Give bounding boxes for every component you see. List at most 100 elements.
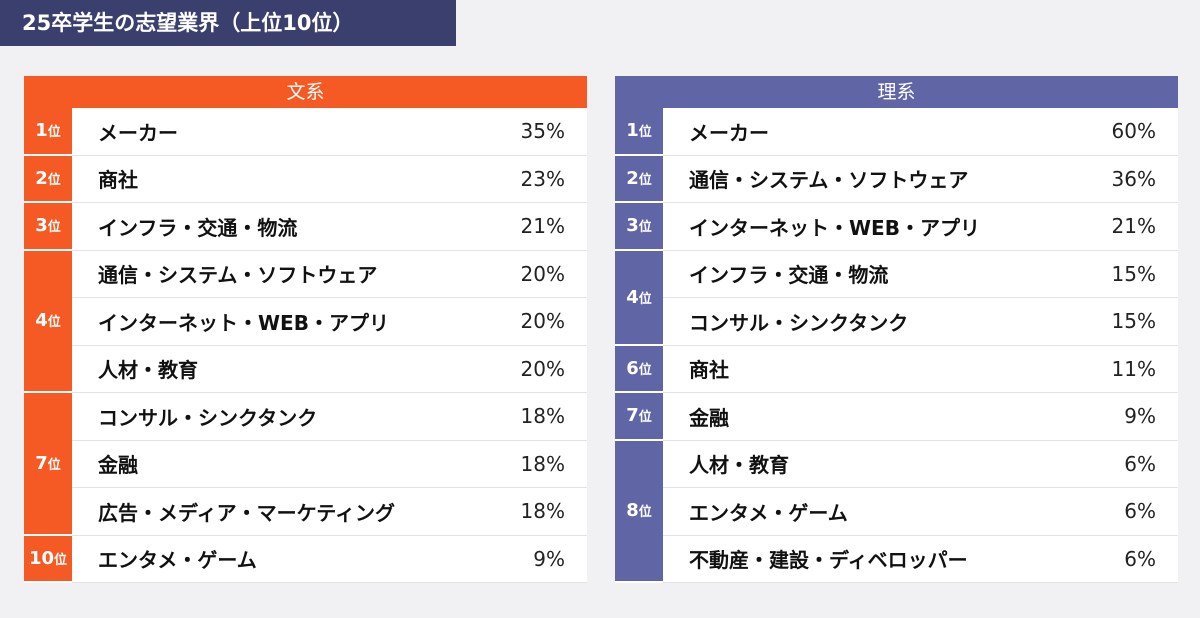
rank-group: 1 位 メーカー 35% xyxy=(24,108,587,156)
industry-row: 商社 23% xyxy=(72,156,587,203)
industry-row: インフラ・交通・物流 15% xyxy=(663,251,1178,298)
industry-name: 人材・教育 xyxy=(98,358,198,383)
rank-group: 3 位 インフラ・交通・物流 21% xyxy=(24,203,587,251)
industry-row: メーカー 35% xyxy=(72,108,587,156)
industry-percentage: 11% xyxy=(1111,356,1156,381)
rank-suffix: 位 xyxy=(638,125,652,141)
rank-suffix: 位 xyxy=(638,172,652,188)
industry-name: 不動産・建設・ディベロッパー xyxy=(689,548,968,573)
industry-row: エンタメ・ゲーム 9% xyxy=(72,536,587,583)
industry-row: 不動産・建設・ディベロッパー 6% xyxy=(663,536,1178,583)
industry-name: 広告・メディア・マーケティング xyxy=(98,500,395,525)
industry-name: 通信・システム・ソフトウェア xyxy=(689,168,969,193)
rank-group: 3 位 インターネット・WEB・アプリ 21% xyxy=(615,203,1178,251)
industry-percentage: 6% xyxy=(1124,546,1156,571)
rank-suffix: 位 xyxy=(47,125,61,141)
rank-rows: メーカー 35% xyxy=(72,108,587,156)
industry-percentage: 20% xyxy=(520,356,565,381)
rank-badge: 10 位 xyxy=(24,535,72,583)
industry-percentage: 20% xyxy=(520,261,565,286)
rank-number: 2 xyxy=(626,167,639,189)
rank-group: 2 位 通信・システム・ソフトウェア 36% xyxy=(615,155,1178,203)
rank-number: 7 xyxy=(35,452,48,474)
industry-name: インターネット・WEB・アプリ xyxy=(98,310,389,335)
industry-row: エンタメ・ゲーム 6% xyxy=(663,488,1178,536)
industry-name: 通信・システム・ソフトウェア xyxy=(98,263,378,288)
industry-row: インターネット・WEB・アプリ 21% xyxy=(663,203,1178,251)
industry-percentage: 15% xyxy=(1111,261,1156,286)
rikei-header: 理系 xyxy=(615,76,1178,108)
rank-group: 1 位 メーカー 60% xyxy=(615,108,1178,156)
rank-number: 3 xyxy=(626,215,639,237)
industry-percentage: 18% xyxy=(520,404,565,429)
industry-percentage: 9% xyxy=(1124,404,1156,429)
industry-name: 金融 xyxy=(98,453,138,478)
industry-row: 広告・メディア・マーケティング 18% xyxy=(72,488,587,536)
rank-number: 1 xyxy=(35,120,48,142)
rank-number: 4 xyxy=(35,310,48,332)
rank-group: 7 位 コンサル・シンクタンク 18% 金融 18% 広告・メディア・マーケティング 18% xyxy=(24,393,587,536)
industry-name: メーカー xyxy=(689,120,769,145)
industry-row: 商社 11% xyxy=(663,346,1178,393)
industry-row: メーカー 60% xyxy=(663,108,1178,156)
industry-percentage: 35% xyxy=(520,119,565,144)
industry-name: 商社 xyxy=(689,358,729,383)
industry-percentage: 18% xyxy=(520,499,565,524)
industry-percentage: 15% xyxy=(1111,309,1156,334)
rank-rows: 人材・教育 6% エンタメ・ゲーム 6% 不動産・建設・ディベロッパー 6% xyxy=(663,440,1178,583)
rank-suffix: 位 xyxy=(638,505,652,521)
bunkei-header: 文系 xyxy=(24,76,587,108)
industry-percentage: 21% xyxy=(520,214,565,239)
rank-rows: コンサル・シンクタンク 18% 金融 18% 広告・メディア・マーケティング 18% xyxy=(72,393,587,536)
rank-rows: 通信・システム・ソフトウェア 20% インターネット・WEB・アプリ 20% 人材・教育… xyxy=(72,250,587,393)
industry-name: 金融 xyxy=(689,405,729,430)
rank-rows: 商社 23% xyxy=(72,155,587,203)
rank-group: 2 位 商社 23% xyxy=(24,155,587,203)
rank-number: 1 xyxy=(626,120,639,142)
rank-suffix: 位 xyxy=(638,362,652,378)
industry-row: 人材・教育 6% xyxy=(663,441,1178,488)
rank-number: 10 xyxy=(28,547,55,569)
industry-name: インターネット・WEB・アプリ xyxy=(689,215,980,240)
industry-row: インターネット・WEB・アプリ 20% xyxy=(72,298,587,346)
rank-suffix: 位 xyxy=(638,291,652,307)
industry-percentage: 6% xyxy=(1124,499,1156,524)
rank-number: 7 xyxy=(626,405,639,427)
rank-group: 4 位 インフラ・交通・物流 15% コンサル・シンクタンク 15% xyxy=(615,250,1178,346)
industry-row: 金融 18% xyxy=(72,441,587,488)
rank-number: 4 xyxy=(626,286,639,308)
rank-rows: メーカー 60% xyxy=(663,108,1178,156)
industry-row: コンサル・シンクタンク 18% xyxy=(72,393,587,441)
industry-percentage: 18% xyxy=(520,451,565,476)
rank-suffix: 位 xyxy=(47,220,61,236)
page-title: 25卒学生の志望業界（上位10位） xyxy=(0,0,456,46)
industry-row: インフラ・交通・物流 21% xyxy=(72,203,587,251)
industry-row: 通信・システム・ソフトウェア 20% xyxy=(72,251,587,298)
industry-percentage: 6% xyxy=(1124,451,1156,476)
industry-name: インフラ・交通・物流 xyxy=(98,215,298,240)
industry-row: 金融 9% xyxy=(663,393,1178,441)
rank-rows: インターネット・WEB・アプリ 21% xyxy=(663,203,1178,251)
rank-group: 4 位通信・システム・ソフトウェア 20% インターネット・WEB・アプリ 20% 人材・… xyxy=(24,250,587,393)
industry-name: 人材・教育 xyxy=(689,453,789,478)
industry-percentage: 23% xyxy=(520,166,565,191)
rank-suffix: 位 xyxy=(54,552,68,568)
industry-percentage: 60% xyxy=(1111,119,1156,144)
rikei-panel: 理系 1 位メーカー 60% 2 位通信・システム・ソフトウェア 36% 3 位インターネット… xyxy=(615,76,1178,583)
industry-name: 商社 xyxy=(98,168,138,193)
rank-suffix: 位 xyxy=(638,410,652,426)
rank-number: 6 xyxy=(626,357,639,379)
rank-rows: 金融 9% xyxy=(663,393,1178,441)
bunkei-panel: 文系 1 位メーカー 35% 2 位商社 23% 3 位インフラ・交通・物流 21% 4 位通信・シ… xyxy=(24,76,587,583)
rank-group: 6 位 商社 11% xyxy=(615,345,1178,393)
